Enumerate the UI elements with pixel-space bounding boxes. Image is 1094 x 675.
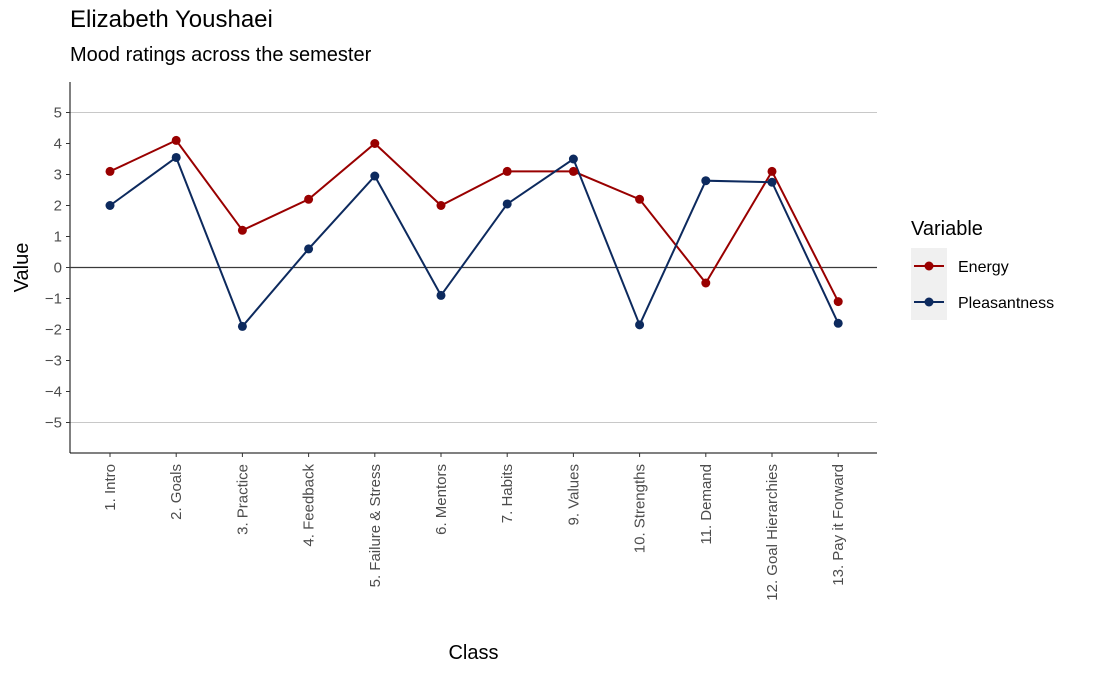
- y-axis-title: Value: [11, 243, 33, 293]
- legend-key-point-energy: [924, 261, 934, 271]
- legend-title: Variable: [911, 218, 983, 240]
- x-axis-title: Class: [448, 642, 498, 664]
- legend-key-background: [911, 248, 947, 320]
- data-point-pleasantness: [370, 171, 380, 181]
- y-tick-label: −5: [45, 415, 62, 432]
- x-tick-label: 4. Feedback: [301, 464, 318, 547]
- series-line-energy: [109, 139, 840, 303]
- series-points: [105, 135, 843, 331]
- x-tick-label: 11. Demand: [698, 464, 715, 545]
- y-tick-label: −1: [45, 291, 62, 308]
- chart-title: Elizabeth Youshaei: [70, 6, 273, 33]
- data-point-pleasantness: [833, 318, 843, 328]
- data-point-pleasantness: [304, 244, 314, 254]
- data-point-pleasantness: [502, 199, 512, 209]
- y-tick-label: 2: [54, 198, 62, 215]
- legend-label-energy: Energy: [958, 259, 1009, 276]
- y-tick-label: 5: [54, 105, 62, 122]
- data-point-energy: [171, 135, 181, 145]
- y-tick-label: −4: [45, 384, 62, 401]
- legend-label-pleasantness: Pleasantness: [958, 295, 1054, 312]
- data-point-energy: [105, 166, 115, 176]
- data-point-energy: [833, 297, 843, 307]
- x-tick-label: 6. Mentors: [433, 464, 450, 535]
- y-tick-label: 3: [54, 167, 62, 184]
- x-tick-label: 5. Failure & Stress: [367, 464, 384, 587]
- data-point-pleasantness: [767, 177, 777, 187]
- x-tick-label: 1. Intro: [102, 464, 119, 511]
- data-point-pleasantness: [568, 154, 578, 164]
- data-point-pleasantness: [237, 321, 247, 331]
- y-tick-label: 4: [54, 136, 62, 153]
- data-point-pleasantness: [701, 176, 711, 186]
- data-point-pleasantness: [171, 152, 181, 162]
- data-point-energy: [436, 201, 446, 210]
- data-point-pleasantness: [635, 320, 645, 330]
- series-lines: [109, 139, 840, 329]
- x-tick-labels: 1. Intro 2. Goals 3. Practice 4. Feedback 5.…: [102, 464, 847, 601]
- y-tick-labels: −5 −4 −3 −2 −1 0 1 2 3 4 5: [45, 105, 62, 432]
- series-line-pleasantness: [109, 155, 840, 329]
- x-tick-label: 9. Values: [565, 464, 582, 525]
- legend: Variable Energy Pleasantness: [911, 218, 1054, 320]
- data-point-energy: [502, 166, 512, 176]
- data-point-energy: [635, 194, 645, 204]
- grid-layer: [70, 112, 877, 423]
- chart-subtitle: Mood ratings across the semester: [70, 44, 372, 66]
- y-tick-label: 1: [54, 229, 62, 246]
- data-point-energy: [304, 194, 314, 204]
- y-tick-label: −2: [45, 322, 62, 339]
- y-tick-label: 0: [54, 260, 62, 277]
- data-point-energy: [568, 166, 578, 176]
- legend-key-point-pleasantness: [924, 297, 934, 307]
- data-point-energy: [701, 278, 711, 288]
- data-point-pleasantness: [436, 290, 446, 300]
- x-tick-label: 7. Habits: [499, 464, 516, 523]
- x-tick-label: 2. Goals: [168, 464, 185, 520]
- x-tick-label: 3. Practice: [234, 464, 251, 535]
- x-tick-label: 13. Pay it Forward: [830, 464, 847, 586]
- y-tick-label: −3: [45, 353, 62, 370]
- x-tick-label: 12. Goal Hierarchies: [764, 464, 781, 601]
- data-point-energy: [237, 225, 247, 235]
- x-tick-label: 10. Strengths: [632, 464, 649, 553]
- data-point-energy: [370, 139, 380, 148]
- axes-layer: [66, 82, 877, 457]
- data-point-energy: [767, 166, 777, 176]
- data-point-pleasantness: [105, 201, 115, 210]
